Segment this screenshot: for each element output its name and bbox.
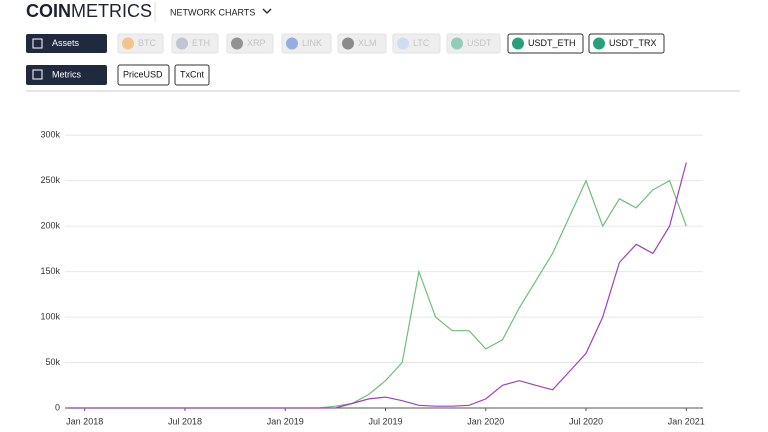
button-label[interactable]: BTC	[138, 38, 157, 48]
button-bg[interactable]	[392, 33, 441, 54]
button[interactable]: USDT	[446, 33, 501, 54]
button-label[interactable]: Metrics	[52, 69, 81, 79]
asset-icon[interactable]	[286, 37, 298, 50]
button[interactable]: USDT_ETH	[507, 33, 584, 54]
button-bg[interactable]	[171, 33, 219, 54]
button[interactable]: Assets	[26, 34, 107, 53]
button-bg[interactable]	[281, 33, 332, 54]
button-bg[interactable]	[26, 65, 107, 85]
logo: COINMETRICS	[26, 1, 152, 21]
button-label[interactable]: LTC	[413, 38, 430, 48]
x-tick-label: Jan 2021	[668, 416, 705, 426]
button[interactable]: ETH	[171, 33, 219, 54]
button-bg[interactable]	[507, 33, 584, 54]
button-bg[interactable]	[174, 64, 210, 86]
button-label[interactable]: LINK	[302, 38, 322, 48]
y-tick-label: 200k	[40, 221, 60, 231]
button-bg[interactable]	[446, 33, 501, 54]
button[interactable]: USDT_TRX	[588, 33, 665, 54]
button-label[interactable]: XRP	[247, 38, 266, 48]
button-label[interactable]: XLM	[358, 38, 377, 48]
button-label[interactable]: USDT_TRX	[609, 38, 657, 48]
button-bg[interactable]	[588, 33, 665, 54]
button[interactable]: XLM	[337, 33, 387, 54]
x-tick-label: Jul 2018	[168, 416, 202, 426]
x-tick-label: Jan 2020	[467, 416, 504, 426]
button-label[interactable]: USDT_ETH	[528, 38, 576, 48]
button-bg[interactable]	[117, 33, 164, 54]
y-tick-label: 100k	[40, 311, 60, 321]
series-line	[68, 179, 687, 409]
button-label[interactable]: PriceUSD	[123, 69, 163, 79]
button-bg[interactable]	[117, 64, 170, 86]
x-tick-label: Jan 2018	[66, 416, 103, 426]
button[interactable]: LTC	[392, 33, 441, 54]
asset-icon[interactable]	[593, 37, 605, 50]
button[interactable]: Metrics	[26, 65, 107, 85]
button[interactable]: BTC	[117, 33, 164, 54]
y-tick-label: 0	[55, 402, 60, 412]
asset-icon[interactable]	[397, 37, 409, 50]
chevron[interactable]	[262, 8, 272, 14]
button-icon[interactable]	[32, 38, 43, 49]
y-tick-label: 250k	[40, 175, 60, 185]
button-bg[interactable]	[337, 33, 387, 54]
button[interactable]: LINK	[281, 33, 332, 54]
x-tick-label: Jul 2019	[368, 416, 402, 426]
asset-icon[interactable]	[122, 37, 134, 50]
asset-icon[interactable]	[512, 37, 524, 50]
button-bg[interactable]	[226, 33, 274, 54]
y-tick-label: 150k	[40, 266, 60, 276]
asset-icon[interactable]	[451, 37, 463, 50]
logo-light: METRICS	[71, 1, 152, 21]
asset-icon[interactable]	[231, 37, 243, 50]
button-label[interactable]: ETH	[192, 38, 210, 48]
button[interactable]: XRP	[226, 33, 274, 54]
asset-icon[interactable]	[176, 37, 188, 50]
x-tick-label: Jan 2019	[267, 416, 304, 426]
button[interactable]: PriceUSD	[117, 64, 170, 86]
x-tick-label: Jul 2020	[569, 416, 603, 426]
button[interactable]: TxCnt	[174, 64, 210, 86]
button-bg[interactable]	[26, 34, 107, 53]
logo-bold: COIN	[26, 1, 71, 21]
asset-icon[interactable]	[342, 37, 354, 50]
button-label[interactable]: TxCnt	[180, 69, 205, 79]
nav-menu[interactable]: NETWORK CHARTS	[170, 7, 255, 17]
button-label[interactable]: Assets	[52, 38, 80, 48]
y-tick-label: 300k	[40, 130, 60, 140]
series-line	[68, 162, 687, 409]
button-label[interactable]: USDT	[467, 38, 492, 48]
button-icon[interactable]	[32, 69, 43, 80]
y-tick-label: 50k	[45, 357, 60, 367]
